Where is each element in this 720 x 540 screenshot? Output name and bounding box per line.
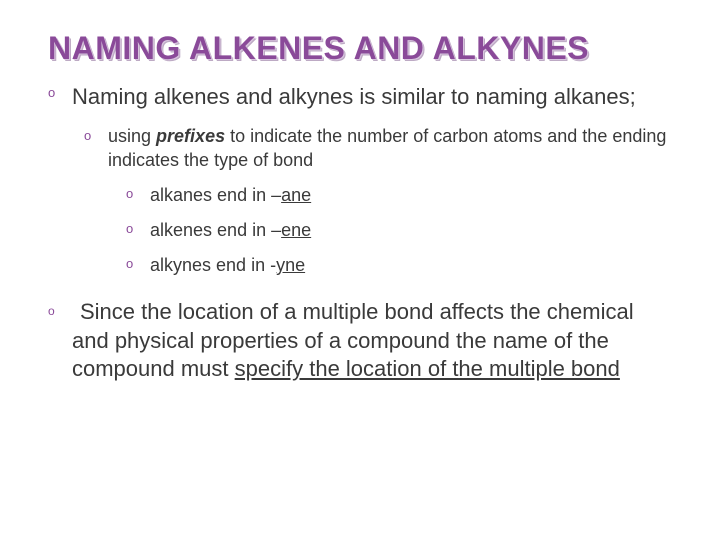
bullet-lvl3-ane: alkanes end in –ane [126,183,672,208]
bullet-lvl1-intro: Naming alkenes and alkynes is similar to… [48,83,672,111]
text-suffix: ane [281,185,311,205]
text-underline: specify the location of the multiple bon… [235,356,620,381]
bullet-lvl1-location: Since the location of a multiple bond af… [48,298,672,384]
text-pre: alkanes end in – [150,185,281,205]
text-suffix: yne [276,255,305,275]
slide: NAMING ALKENES AND ALKYNES Naming alkene… [0,0,720,540]
bullet-lvl2-prefixes: using prefixes to indicate the number of… [84,125,672,173]
slide-title: NAMING ALKENES AND ALKYNES [48,30,672,67]
bullet-lvl3-yne: alkynes end in -yne [126,253,672,278]
text-pre: alkynes end in - [150,255,276,275]
bullet-lvl3-ene: alkenes end in –ene [126,218,672,243]
text-bold: prefixes [156,126,225,146]
text: Naming alkenes and alkynes is similar to… [72,84,636,109]
text-pre: alkenes end in – [150,220,281,240]
text-pre: using [108,126,156,146]
text-suffix: ene [281,220,311,240]
